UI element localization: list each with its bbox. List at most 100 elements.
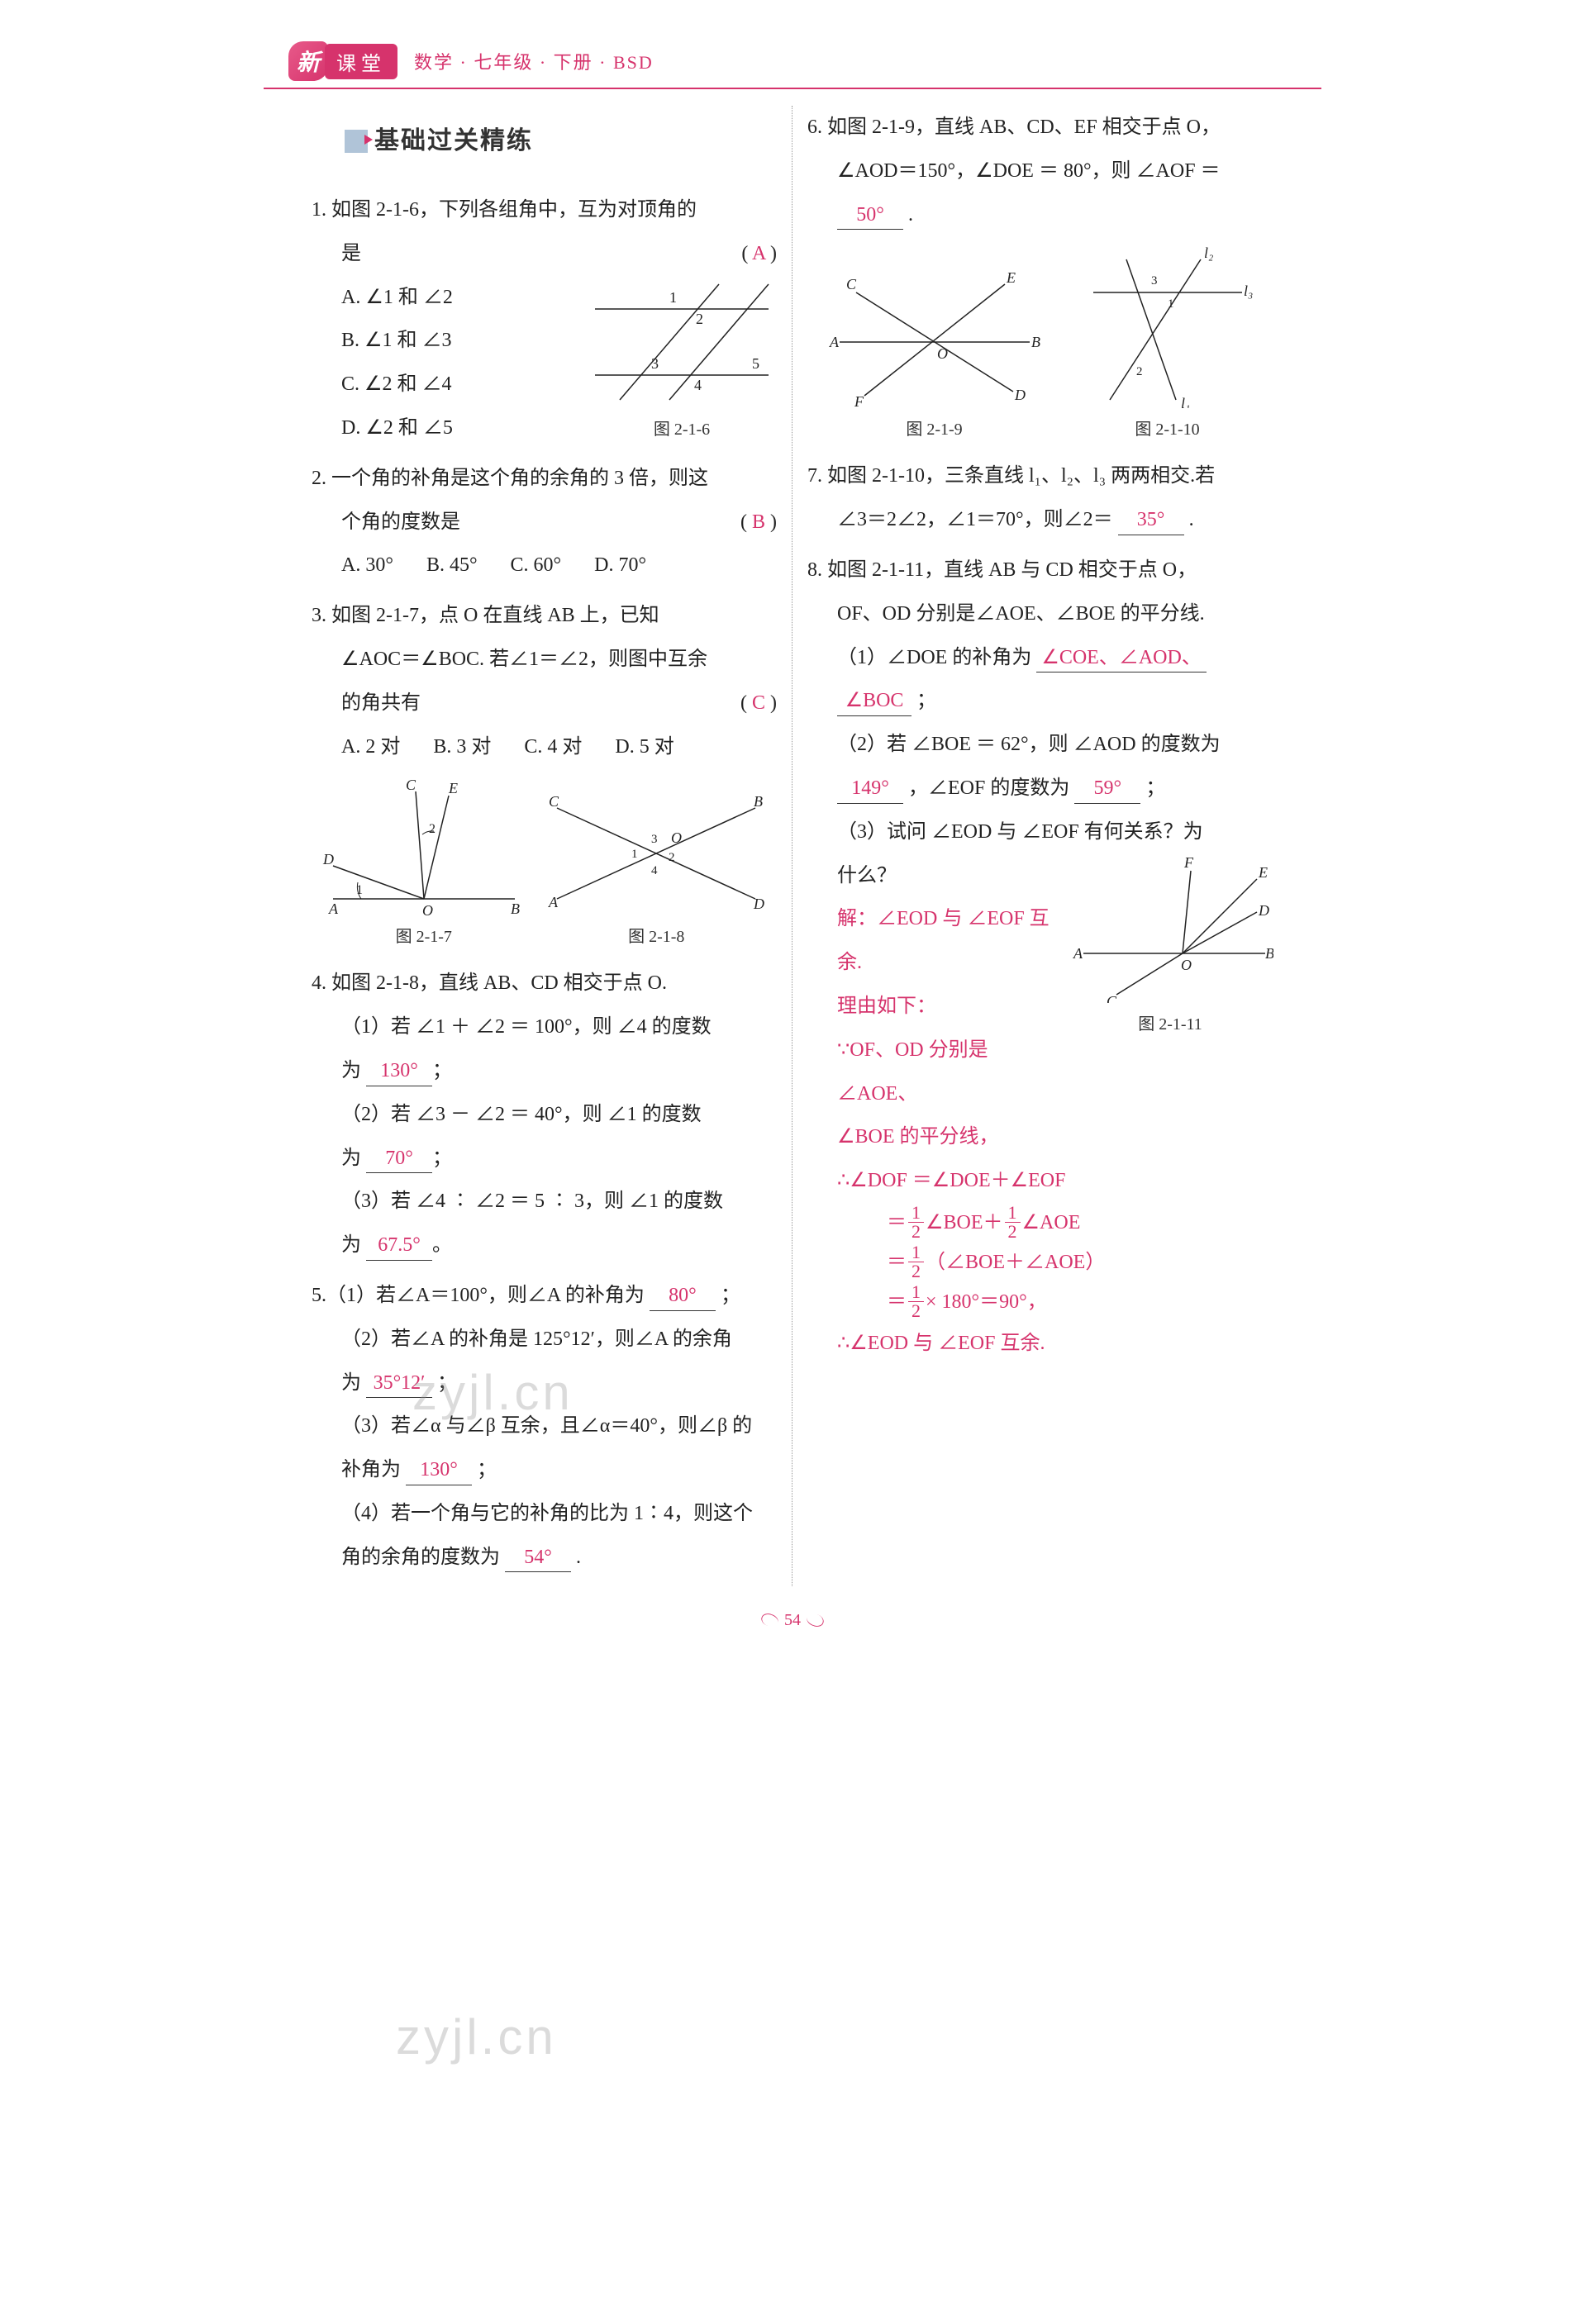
q3-answer: C — [752, 692, 765, 714]
question-6: 6. 如图 2-1-9，直线 AB、CD、EF 相交于点 O， ∠AOD＝150… — [807, 106, 1273, 236]
fig-216-svg: 1 2 3 4 5 — [587, 276, 777, 408]
q4-p2b: 为 — [341, 1148, 361, 1169]
q2-stem2-row: 个角的度数是 ( B ) — [312, 501, 777, 544]
q7-l2: ∠3＝2∠2，∠1＝70°，则∠2＝ — [837, 509, 1113, 530]
q4-p1b: 为 — [341, 1060, 361, 1081]
q4-p3b: 为 — [341, 1234, 361, 1256]
svg-text:A: A — [548, 894, 559, 910]
page-number: 54 — [759, 1611, 826, 1630]
content-columns: 基础过关精练 1. 如图 2-1-6，下列各组角中，互为对顶角的 是 ( A ) — [264, 106, 1321, 1586]
q8-eq2: ＝ 12 （∠BOE＋∠AOE） — [887, 1243, 1273, 1282]
frac-half-1: 12 — [908, 1204, 924, 1241]
eq2-mid: （∠BOE＋∠AOE） — [926, 1243, 1105, 1282]
svg-text:D: D — [753, 896, 764, 912]
q4-stem: 4. 如图 2-1-8，直线 AB、CD 相交于点 O. — [312, 962, 777, 1005]
q6-ans-row: 50° . — [807, 193, 1273, 237]
figure-2-1-9: A B C D E F O 图 2-1-9 — [823, 259, 1046, 448]
svg-text:F: F — [854, 393, 864, 408]
header-subtitle: 数学 · 七年级 · 下册 · BSD — [414, 48, 654, 74]
fig-216-caption: 图 2-1-6 — [587, 411, 777, 448]
svg-text:E: E — [1258, 864, 1268, 881]
q2-opt-a: A. 30° — [341, 544, 393, 587]
q5-p4a: （4）若一个角与它的补角的比为 1∶4，则这个 — [312, 1492, 777, 1536]
svg-text:C: C — [549, 793, 559, 810]
q5-p2a: （2）若∠A 的补角是 125°12′，则∠A 的余角 — [312, 1318, 777, 1362]
logo: 新 课堂 — [288, 41, 397, 81]
svg-text:A: A — [829, 334, 840, 350]
figure-2-1-8: A B C D O 1 2 3 4 图 2-1-8 — [540, 783, 772, 955]
q1-stem2: 是 — [341, 243, 361, 264]
q3-answer-paren: ( C ) — [740, 682, 777, 725]
q8-a2: 149° — [837, 775, 903, 804]
q8-a2b: 59° — [1074, 775, 1140, 804]
q8-sol2: ∴∠DOF ＝∠DOE＋∠EOF — [807, 1159, 1273, 1203]
eq3-pre: ＝ — [887, 1282, 907, 1322]
q6-tail: . — [908, 204, 913, 226]
figure-2-1-11: A B C D E F O 图 2-1-11 — [1067, 854, 1273, 1043]
q8-p1e: ； — [916, 690, 936, 711]
watermark-2: zyjl.cn — [396, 1983, 557, 2092]
q4-a2: 70° — [366, 1145, 432, 1174]
svg-text:l₂: l₂ — [1204, 245, 1213, 261]
svg-text:O: O — [937, 345, 948, 362]
svg-text:4: 4 — [694, 377, 702, 393]
figure-2-1-7: A B C D E O 1 2 — [317, 775, 531, 955]
svg-text:D: D — [1258, 902, 1269, 919]
question-1: 1. 如图 2-1-6，下列各组角中，互为对顶角的 是 ( A ) — [312, 188, 777, 450]
q5-p2b-row: 为 35°12′ ； — [312, 1362, 777, 1405]
q3-opt-c: C. 4 对 — [524, 725, 582, 769]
q1-answer: A — [752, 243, 765, 264]
q7-l1: 7. 如图 2-1-10，三条直线 l₁、l₂、l₃ 两两相交.若 — [807, 454, 1273, 498]
q6-l1: 6. 如图 2-1-9，直线 AB、CD、EF 相交于点 O， — [807, 106, 1273, 150]
q5-p2b: 为 — [341, 1372, 361, 1394]
q1-stem2-row: 是 ( A ) — [312, 232, 777, 276]
svg-text:5: 5 — [752, 355, 759, 372]
q4-p3a: （3）若 ∠4 ∶ ∠2 ＝ 5 ∶ 3，则 ∠1 的度数 — [312, 1180, 777, 1224]
q8-sol1b: ∠BOE 的平分线， — [807, 1115, 1273, 1159]
svg-text:B: B — [511, 901, 520, 915]
eq1-end: ∠AOE — [1022, 1203, 1081, 1243]
svg-text:l₁: l₁ — [1181, 395, 1190, 408]
q2-opt-c: C. 60° — [511, 544, 562, 587]
q3-opt-d: D. 5 对 — [615, 725, 674, 769]
fig-2110-svg: l₁ l₂ l₃ 1 2 3 — [1077, 243, 1259, 408]
svg-text:3: 3 — [1151, 274, 1158, 288]
q4-p1b-row: 为 130°； — [312, 1049, 777, 1093]
svg-text:E: E — [448, 780, 458, 796]
q7-answer: 35° — [1118, 506, 1184, 535]
svg-text:E: E — [1006, 269, 1016, 286]
svg-text:C: C — [1107, 993, 1117, 1003]
q2-stem: 2. 一个角的补角是这个角的余角的 3 倍，则这 — [312, 457, 777, 501]
q8-p1a: （1）∠DOE 的补角为 — [837, 647, 1031, 668]
question-3: 3. 如图 2-1-7，点 O 在直线 AB 上，已知 ∠AOC＝∠BOC. 若… — [312, 594, 777, 768]
fig-2111-caption: 图 2-1-11 — [1067, 1006, 1273, 1043]
q1-answer-paren: ( A ) — [741, 232, 777, 276]
fig-218-caption: 图 2-1-8 — [540, 919, 772, 955]
fig-2110-caption: 图 2-1-10 — [1077, 411, 1259, 448]
svg-text:D: D — [1014, 387, 1026, 403]
q8-p3a: （3）试问 ∠EOD 与 ∠EOF 有何关系？为 — [807, 810, 1273, 854]
left-column: 基础过关精练 1. 如图 2-1-6，下列各组角中，互为对顶角的 是 ( A ) — [297, 106, 792, 1586]
q3-opt-a: A. 2 对 — [341, 725, 400, 769]
q5-a4: 54° — [505, 1544, 571, 1573]
frac-half-3: 12 — [908, 1243, 924, 1281]
q5-p3b-row: 补角为 130° ； — [312, 1448, 777, 1492]
q3-options: A. 2 对 B. 3 对 C. 4 对 D. 5 对 — [312, 725, 777, 769]
figure-row-217-218: A B C D E O 1 2 — [312, 775, 777, 955]
svg-text:A: A — [1073, 945, 1083, 962]
question-2: 2. 一个角的补角是这个角的余角的 3 倍，则这 个角的度数是 ( B ) A.… — [312, 457, 777, 587]
svg-text:4: 4 — [651, 864, 658, 877]
q8-l1: 8. 如图 2-1-11，直线 AB 与 CD 相交于点 O， — [807, 549, 1273, 592]
q4-a1: 130° — [366, 1057, 432, 1086]
question-8: 8. 如图 2-1-11，直线 AB 与 CD 相交于点 O， OF、OD 分别… — [807, 549, 1273, 1366]
eq2-pre: ＝ — [887, 1243, 907, 1282]
q5-p1e: ； — [721, 1285, 740, 1306]
svg-text:A: A — [328, 901, 339, 915]
figure-row-219-2110: A B C D E F O 图 2-1-9 — [807, 243, 1273, 448]
svg-text:l₃: l₃ — [1244, 283, 1253, 299]
q5-p4e: . — [576, 1547, 581, 1568]
q3-l2: ∠AOC＝∠BOC. 若∠1＝∠2，则图中互余 — [312, 638, 777, 682]
q7-l2-row: ∠3＝2∠2，∠1＝70°，则∠2＝ 35° . — [807, 498, 1273, 542]
q8-p2a: （2）若 ∠BOE ＝ 62°，则 ∠AOD 的度数为 — [807, 723, 1273, 767]
fig-2111-svg: A B C D E F O — [1067, 854, 1273, 1003]
